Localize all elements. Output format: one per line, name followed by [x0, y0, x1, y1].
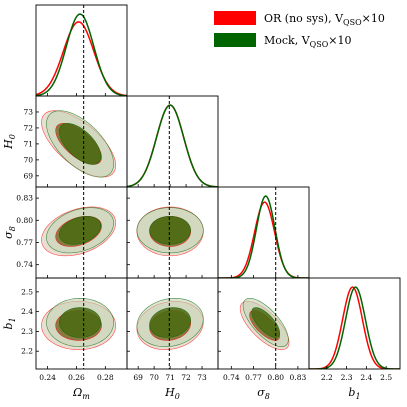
y-tick-label-sigma8: 0.74: [16, 260, 33, 269]
contour-68-H0-sigma8-series-1: [149, 215, 191, 245]
x-axis-label-b1: b1: [348, 386, 360, 401]
panel-sigma8-b1: 0.74 0.77 0.80 0.83 σ8: [217, 277, 310, 401]
x-tick-label-b1: 2.2: [321, 373, 333, 382]
marginal-b1-series-0: [309, 286, 400, 369]
x-tick-label-sigma8: 0.74: [223, 373, 240, 382]
panel-frame: [217, 186, 310, 279]
x-axis-label-H0: H0: [164, 386, 180, 401]
panel-H0-sigma8: [126, 186, 219, 279]
y-axis-label-b1: b1: [2, 317, 17, 329]
contour-68-sigma8-b1-series-1: [251, 307, 281, 338]
legend-label: OR (no sys), VQSO×10: [264, 12, 385, 27]
legend: OR (no sys), VQSO×10 Mock, VQSO×10: [214, 11, 385, 49]
y-tick-label-b1: 2.5: [21, 287, 33, 296]
y-tick-label-H0: 73: [23, 107, 33, 116]
marginal-H0-series-0: [127, 104, 218, 187]
y-tick-label-H0: 71: [23, 139, 33, 148]
panel-omega_m-b1: 0.24 0.26 0.28 Ωm 2.2 2.3 2.4 2.5 b1: [2, 277, 128, 401]
x-tick-label-omega_m: 0.24: [39, 373, 56, 382]
x-tick-label-sigma8: 0.77: [245, 373, 262, 382]
y-tick-label-H0: 70: [23, 155, 33, 164]
contour-68-H0-b1-series-1: [149, 307, 191, 338]
marginal-H0-series-1: [127, 104, 218, 187]
x-tick-label-H0: 71: [165, 373, 175, 382]
marginal-sigma8-series-1: [218, 195, 309, 278]
contour-68-omega_m-sigma8-series-1: [58, 215, 102, 245]
legend-swatch: [214, 11, 256, 25]
y-tick-label-sigma8: 0.80: [16, 216, 33, 225]
panel-frame: [126, 95, 219, 188]
contour-68-omega_m-H0-series-1: [58, 123, 102, 165]
y-tick-label-b1: 2.4: [21, 307, 33, 316]
panel-frame: [308, 277, 401, 370]
x-axis-label-sigma8: σ8: [257, 386, 270, 401]
x-tick-label-b1: 2.3: [341, 373, 353, 382]
y-tick-label-b1: 2.2: [21, 347, 33, 356]
legend-swatch: [214, 33, 256, 47]
x-tick-label-b1: 2.4: [360, 373, 372, 382]
contour-68-omega_m-b1-series-1: [58, 307, 102, 338]
y-tick-label-sigma8: 0.77: [16, 238, 33, 247]
panel-sigma8: [217, 186, 310, 279]
marginal-sigma8-series-0: [218, 201, 309, 278]
panel-b1: 2.2 2.3 2.4 2.5 b1: [308, 277, 401, 401]
x-tick-label-omega_m: 0.26: [68, 373, 85, 382]
legend-label: Mock, VQSO×10: [264, 34, 351, 49]
y-axis-label-H0: H0: [2, 134, 17, 150]
y-tick-label-H0: 69: [23, 171, 33, 180]
panel-frame: [35, 4, 128, 97]
x-tick-label-sigma8: 0.83: [290, 373, 307, 382]
x-tick-label-omega_m: 0.28: [97, 373, 114, 382]
y-tick-label-b1: 2.3: [21, 327, 33, 336]
x-tick-label-H0: 72: [181, 373, 191, 382]
y-tick-label-H0: 72: [23, 123, 33, 132]
panel-omega_m-H0: 69 70 71 72 73 H0: [2, 95, 128, 188]
legend-item-0: OR (no sys), VQSO×10: [214, 11, 385, 27]
x-tick-label-H0: 73: [197, 373, 207, 382]
legend-item-1: Mock, VQSO×10: [214, 33, 351, 49]
x-axis-label-omega_m: Ωm: [72, 386, 90, 401]
x-tick-label-H0: 70: [149, 373, 159, 382]
x-tick-label-sigma8: 0.80: [267, 373, 284, 382]
marginal-omega_m-series-0: [36, 21, 127, 96]
panel-H0: [126, 95, 219, 188]
panel-H0-b1: 69 70 71 72 73 H0: [126, 277, 219, 401]
panel-omega_m-sigma8: 0.74 0.77 0.80 0.83 σ8: [2, 186, 128, 279]
x-tick-label-H0: 69: [133, 373, 143, 382]
y-axis-label-sigma8: σ8: [2, 226, 17, 239]
y-tick-label-sigma8: 0.83: [16, 194, 33, 203]
marginal-omega_m-series-1: [36, 13, 127, 96]
marginal-b1-series-1: [309, 286, 400, 369]
x-tick-label-b1: 2.5: [380, 373, 392, 382]
panel-omega_m: [35, 4, 128, 97]
